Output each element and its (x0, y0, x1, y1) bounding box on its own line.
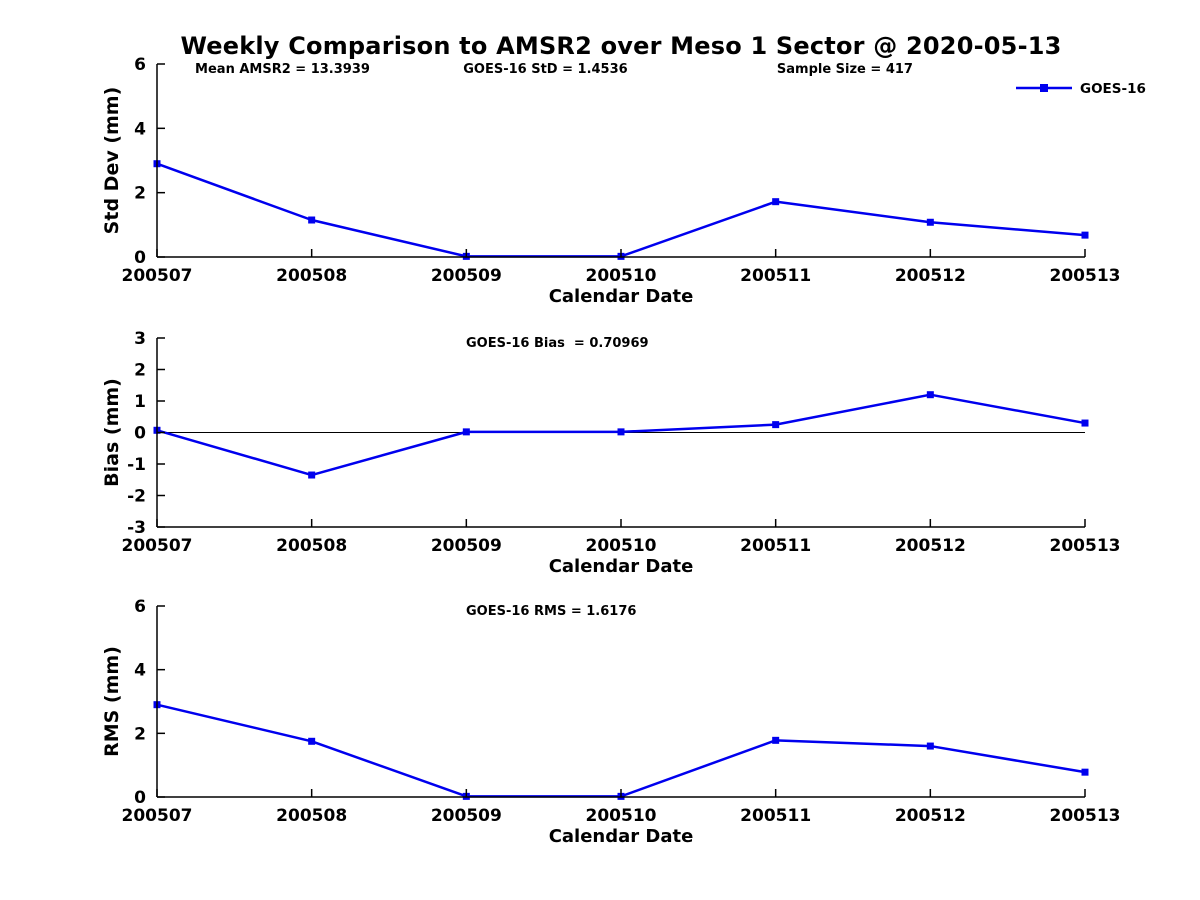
data-point-marker (462, 428, 470, 436)
x-tick-label: 200509 (431, 266, 502, 286)
data-point-marker (308, 471, 316, 479)
y-axis-title: Bias (mm) (101, 378, 123, 487)
y-tick-label: 6 (134, 597, 146, 617)
data-point-marker (772, 736, 780, 744)
x-tick-label: 200508 (276, 266, 347, 286)
data-point-marker (926, 742, 934, 750)
legend: GOES-16 (1016, 81, 1146, 97)
x-tick-label: 200507 (122, 536, 193, 556)
y-tick-label: -1 (127, 455, 146, 475)
figure-title: Weekly Comparison to AMSR2 over Meso 1 S… (180, 32, 1062, 60)
stat-annotation: GOES-16 RMS = 1.6176 (466, 604, 636, 619)
x-tick-label: 200513 (1050, 266, 1121, 286)
y-tick-label: 2 (134, 184, 146, 204)
x-axis-title: Calendar Date (549, 826, 694, 847)
x-tick-label: 200513 (1050, 536, 1121, 556)
x-tick-label: 200511 (740, 536, 811, 556)
stddev-chart: 0 2 4 6 200507 200508 200509 200510 200511 200512… (101, 55, 1146, 307)
y-tick-label: 3 (134, 329, 146, 349)
stat-annotation: Sample Size = 417 (777, 62, 913, 77)
data-point-marker (772, 198, 780, 206)
x-tick-label: 200509 (431, 806, 502, 826)
rms-chart: 0 2 4 6 200507 200508 200509 200510 200511 200512… (101, 597, 1121, 847)
x-tick-label: 200512 (895, 266, 966, 286)
y-tick-label: -2 (127, 487, 146, 507)
x-tick-label: 200510 (586, 266, 657, 286)
x-axis-title: Calendar Date (549, 556, 694, 577)
y-tick-label: 0 (134, 248, 146, 268)
data-point-marker (772, 421, 780, 429)
x-tick-label: 200512 (895, 536, 966, 556)
y-tick-label: 1 (134, 392, 146, 412)
stat-annotation: GOES-16 StD = 1.4536 (463, 62, 627, 77)
data-point-marker (308, 216, 316, 224)
data-point-marker (926, 391, 934, 399)
series-line (156, 703, 1086, 798)
x-tick-label: 200510 (586, 806, 657, 826)
x-tick-label: 200513 (1050, 806, 1121, 826)
y-axis-title: Std Dev (mm) (101, 87, 123, 235)
x-tick-label: 200507 (122, 806, 193, 826)
y-tick-label: 2 (134, 361, 146, 381)
x-tick-label: 200510 (586, 536, 657, 556)
y-tick-label: 0 (134, 788, 146, 808)
data-point-marker (1081, 419, 1089, 427)
data-point-marker (926, 218, 934, 226)
y-tick-label: 4 (134, 119, 146, 139)
legend-square-marker-icon (1040, 84, 1048, 92)
y-tick-label: 4 (134, 661, 146, 681)
bias-chart: -3 -2 -1 0 1 2 3 200507 200508 200509 200510 200511… (101, 329, 1121, 577)
y-tick-label: 6 (134, 55, 146, 75)
stat-annotation: GOES-16 Bias = 0.70969 (466, 336, 649, 351)
data-point-marker (1081, 231, 1089, 239)
data-point-marker (308, 737, 316, 745)
x-tick-label: 200512 (895, 806, 966, 826)
x-axis-title: Calendar Date (549, 286, 694, 307)
x-tick-label: 200508 (276, 536, 347, 556)
legend-label: GOES-16 (1080, 81, 1146, 97)
stat-annotation: Mean AMSR2 = 13.3939 (195, 62, 370, 77)
x-tick-label: 200507 (122, 266, 193, 286)
x-tick-label: 200508 (276, 806, 347, 826)
y-tick-label: 0 (134, 424, 146, 444)
x-tick-label: 200511 (740, 266, 811, 286)
y-tick-label: 2 (134, 724, 146, 744)
series-line (156, 162, 1086, 258)
data-point-marker (617, 428, 625, 436)
y-tick-label: -3 (127, 518, 146, 538)
y-axis-title: RMS (mm) (101, 646, 123, 757)
x-tick-label: 200509 (431, 536, 502, 556)
data-point-marker (1081, 768, 1089, 776)
x-tick-label: 200511 (740, 806, 811, 826)
